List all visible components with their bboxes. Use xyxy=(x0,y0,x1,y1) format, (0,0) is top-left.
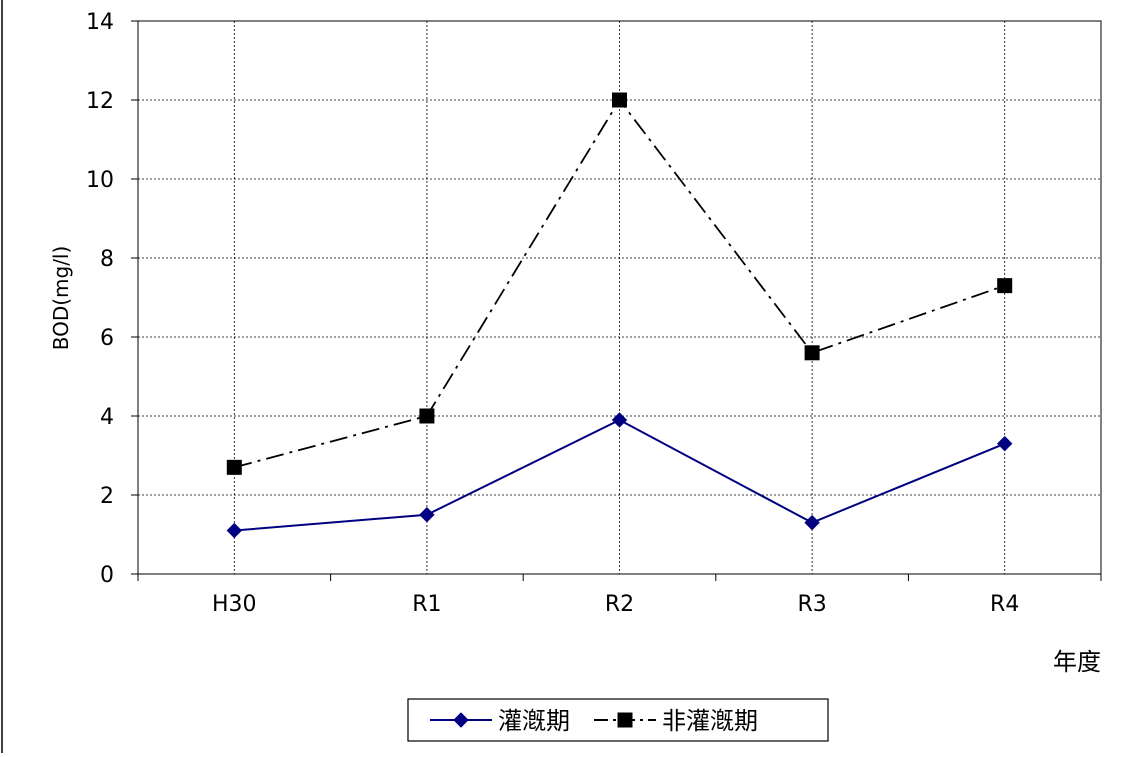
diamond-marker xyxy=(996,435,1013,452)
y-tick-label: 2 xyxy=(100,484,114,509)
legend-label: 灌漑期 xyxy=(498,707,570,735)
x-tick-label: R3 xyxy=(797,592,826,617)
diamond-marker xyxy=(611,412,628,428)
diamond-marker xyxy=(804,514,820,531)
x-tick-label: R4 xyxy=(990,592,1019,617)
y-tick-label: 10 xyxy=(86,168,114,193)
x-tick-label: H30 xyxy=(212,592,257,617)
legend-items: 灌漑期 非灌漑期 xyxy=(430,707,758,735)
y-tick-label: 4 xyxy=(100,405,114,430)
square-marker xyxy=(997,278,1013,294)
diamond-marker xyxy=(453,712,469,728)
legend-label: 非灌漑期 xyxy=(662,707,758,735)
gridlines xyxy=(138,21,1101,574)
y-tick-label: 12 xyxy=(86,89,114,114)
legend: 灌漑期 非灌漑期 xyxy=(407,698,829,742)
square-marker xyxy=(617,712,633,728)
y-tick-label: 6 xyxy=(100,326,114,351)
series-markers xyxy=(226,92,1013,539)
y-tick-labels: 0 2 4 6 8 10 12 14 xyxy=(86,10,114,588)
diamond-marker xyxy=(419,507,435,523)
square-marker xyxy=(419,408,435,424)
y-tick-label: 14 xyxy=(86,10,114,35)
y-axis-label: BOD(mg/l) xyxy=(49,246,73,351)
axis-ticks xyxy=(131,20,1102,581)
x-tick-label: R1 xyxy=(412,592,441,617)
y-tick-label: 0 xyxy=(100,563,114,588)
y-tick-label: 8 xyxy=(100,247,114,272)
square-marker xyxy=(612,92,627,108)
x-tick-label: R2 xyxy=(605,592,634,617)
square-marker xyxy=(226,459,242,475)
diamond-marker xyxy=(226,522,243,539)
x-tick-labels: H30 R1 R2 R3 R4 xyxy=(212,592,1019,617)
x-axis-label: 年度 xyxy=(1053,648,1101,676)
square-marker xyxy=(804,345,820,361)
